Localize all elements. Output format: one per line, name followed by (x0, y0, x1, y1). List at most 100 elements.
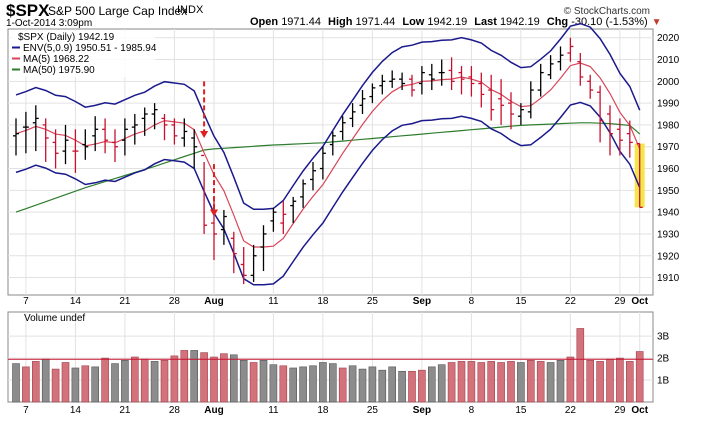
chg-value: -30.10 (-1.53%) (571, 16, 648, 28)
ohlc-bar (458, 66, 465, 95)
ma5-line (15, 62, 641, 248)
volume-bar (269, 364, 278, 403)
x-tick-label: 14 (70, 296, 82, 307)
ohlc-bar (270, 207, 277, 232)
ohlc-bar (32, 105, 39, 152)
ohlc-bar (191, 129, 198, 169)
annotation-arrow-head (210, 209, 218, 217)
ohlc-bar (468, 66, 475, 97)
volume-bar (586, 359, 595, 403)
ohlc-bar (181, 118, 188, 147)
open-label: Open (250, 16, 279, 28)
volume-bar (576, 328, 585, 403)
x-tick-label: 11 (268, 405, 279, 416)
volume-bar (388, 366, 397, 403)
volume-bar (81, 365, 90, 403)
chg-label: Chg (546, 16, 569, 28)
x-tick-label: 29 (614, 296, 626, 307)
open-value: 1971.44 (281, 16, 321, 28)
last-label: Last (474, 16, 497, 28)
ohlc-bar (626, 120, 633, 158)
ohlc-bar (319, 146, 326, 180)
volume-bar (101, 357, 109, 403)
volume-bar (477, 362, 486, 403)
last-value: 1942.19 (499, 16, 540, 28)
volume-bar (526, 359, 535, 403)
x-tick-label: 21 (119, 296, 131, 307)
volume-bar (368, 366, 377, 403)
volume-bar (319, 362, 327, 403)
ohlc-bar (547, 55, 554, 80)
ohlc-bar (22, 111, 29, 154)
exchange-label: INDX (177, 4, 204, 16)
volume-bar (230, 354, 238, 403)
x-tick-label: 22 (565, 405, 577, 416)
volume-bar (447, 362, 456, 403)
ohlc-bar (607, 105, 613, 156)
volume-bar (616, 357, 624, 403)
volume-bar (111, 363, 119, 403)
ma50-line (15, 122, 641, 213)
volume-bar (635, 351, 644, 403)
index-description: S&P 500 Large Cap Index (48, 4, 188, 18)
ohlc-bar (537, 63, 544, 97)
high-label: High (328, 16, 353, 28)
volume-bar (180, 350, 189, 403)
price-y-tick-label: 2010 (657, 55, 680, 66)
volume-bar (457, 361, 466, 403)
volume-bar (427, 366, 436, 403)
volume-bar (606, 358, 614, 403)
ohlc-bar (488, 74, 495, 121)
volume-bar (220, 353, 228, 403)
volume-bar (51, 368, 60, 403)
x-tick-label: 25 (367, 296, 379, 307)
ohlc-bar (448, 57, 455, 91)
ohlc-bar (508, 92, 514, 130)
ohlc-bar (438, 59, 445, 86)
volume-bar (150, 361, 159, 403)
price-y-tick-label: 2000 (657, 77, 680, 88)
high-value: 1971.44 (355, 16, 396, 28)
volume-bar (566, 356, 575, 403)
ohlc-bar (201, 154, 208, 234)
ohlc-bar (230, 231, 237, 274)
volume-bar (31, 361, 40, 403)
ohlc-bar (220, 209, 227, 245)
low-value: 1942.19 (427, 16, 468, 28)
x-tick-label: 18 (317, 296, 329, 307)
ohlc-bar (82, 129, 89, 160)
x-tick-label: 21 (119, 405, 131, 416)
volume-bar (507, 361, 515, 403)
volume-bar (190, 350, 198, 403)
x-tick-label: 29 (614, 405, 626, 416)
volume-bar (378, 369, 387, 403)
x-tick-label: 28 (169, 296, 181, 307)
ohlc-bar (577, 52, 584, 86)
volume-bar (121, 359, 129, 403)
legend-box (10, 31, 155, 77)
volume-bar (625, 361, 634, 403)
price-y-tick-label: 1990 (657, 99, 680, 110)
price-y-tick-label: 2020 (657, 33, 680, 44)
volume-layer (8, 328, 653, 403)
volume-bar (299, 366, 307, 403)
ohlc-bar (151, 103, 158, 130)
volume-bar (41, 358, 50, 403)
x-tick-label: 15 (515, 405, 527, 416)
ohlc-bar (102, 118, 109, 154)
ohlc-bar (557, 46, 564, 71)
ohlc-bar (161, 114, 168, 141)
x-tick-label: Sep (413, 405, 431, 416)
ohlc-bar (62, 124, 69, 165)
volume-bar (160, 359, 169, 403)
volume-bar (437, 364, 446, 403)
ohlc-bar (250, 244, 257, 282)
volume-bar (140, 358, 149, 403)
volume-bar (71, 367, 80, 403)
volume-bar (239, 359, 248, 403)
volume-bar (309, 365, 317, 403)
ohlc-bar (131, 114, 138, 145)
ohlc-bar (240, 247, 247, 285)
ohlc-bar (399, 72, 406, 91)
